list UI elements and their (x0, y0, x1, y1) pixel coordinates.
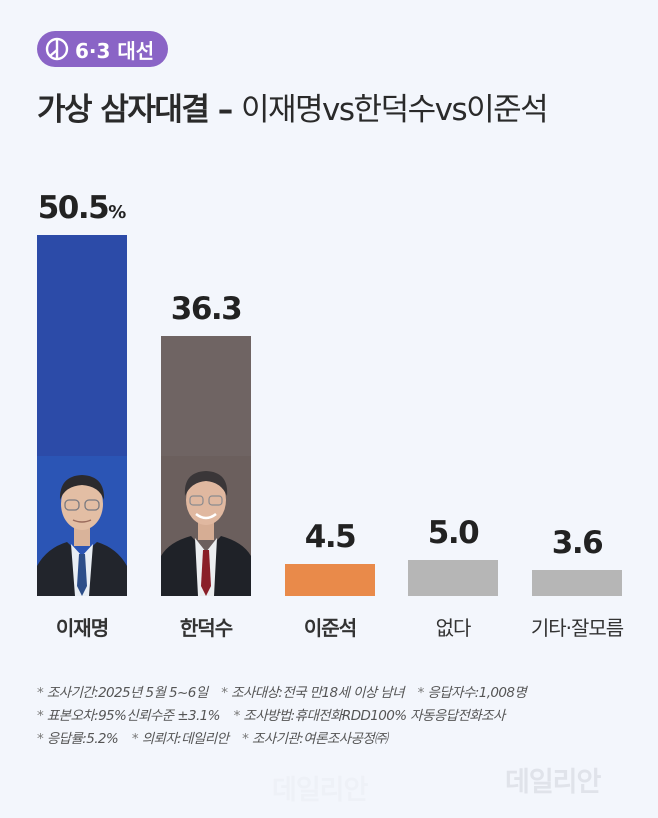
notes-row-2: 표본오차:95%신뢰수준 ±3.1% 조사방법:휴대전화RDD100% 자동응답… (37, 705, 536, 728)
bar-value-label: 4.5 (304, 519, 357, 555)
notes-row-1: 조사기간:2025년 5월 5~6일 조사대상:전국 만18세 이상 남녀 응답… (37, 682, 536, 705)
watermark-logo-faint: 데일리안 (272, 775, 368, 806)
title-matchup: 이재명vs한덕수vs이준석 (241, 92, 549, 128)
bar-value-label: 3.6 (551, 525, 604, 561)
bar-group-han-duckso: 36.3 한덕수 (161, 0, 251, 640)
page-title: 가상 삼자대결 – 이재명vs한덕수vs이준석 (37, 84, 549, 129)
peace-vote-icon (45, 37, 69, 61)
bar-other-unknown (532, 570, 622, 596)
note-client: 의뢰자:데일리안 (132, 731, 229, 747)
portrait-han-duckso (161, 456, 251, 596)
note-respondents: 응답자수:1,008명 (418, 685, 527, 701)
bar-group-none: 5.0 없다 (408, 0, 498, 640)
survey-notes: 조사기간:2025년 5월 5~6일 조사대상:전국 만18세 이상 남녀 응답… (37, 682, 536, 751)
bar-value-label: 36.3 (170, 291, 243, 327)
bar-value-label: 50.5% (37, 190, 127, 226)
bar-value-label: 5.0 (427, 515, 480, 551)
badge-label: 6·3 대선 (75, 38, 155, 63)
note-survey-target: 조사대상:전국 만18세 이상 남녀 (221, 685, 404, 701)
title-main: 가상 삼자대결 – (37, 92, 241, 128)
category-label: 한덕수 (179, 616, 233, 640)
notes-row-3: 응답률:5.2% 의뢰자:데일리안 조사기관:여론조사공정㈜ (37, 728, 536, 751)
bar-lee-junseok (285, 564, 375, 596)
note-survey-period: 조사기간:2025년 5월 5~6일 (37, 685, 208, 701)
note-agency: 조사기관:여론조사공정㈜ (242, 731, 388, 747)
category-label: 기타·잘모름 (530, 616, 624, 640)
bar-lee-jaemyung (37, 235, 127, 596)
election-badge: 6·3 대선 (37, 31, 169, 67)
bar-group-lee-jaemyung: 50.5% 이재명 (37, 0, 127, 640)
bar-group-other-unknown: 3.6 기타·잘모름 (531, 0, 624, 640)
category-label: 이준석 (303, 616, 357, 640)
note-survey-method: 조사방법:휴대전화RDD100% 자동응답전화조사 (234, 708, 506, 724)
bar-group-lee-junseok: 4.5 이준석 (285, 0, 375, 640)
bar-chart: 50.5% 이재명 36.3 (37, 0, 624, 640)
note-sampling-error: 표본오차:95%신뢰수준 ±3.1% (37, 708, 220, 724)
category-label: 없다 (435, 616, 472, 640)
bar-none (408, 560, 498, 596)
note-response-rate: 응답률:5.2% (37, 731, 119, 747)
portrait-lee-jaemyung (37, 456, 127, 596)
watermark-logo: 데일리안 (505, 767, 601, 798)
bar-han-duckso (161, 336, 251, 596)
category-label: 이재명 (55, 616, 109, 640)
